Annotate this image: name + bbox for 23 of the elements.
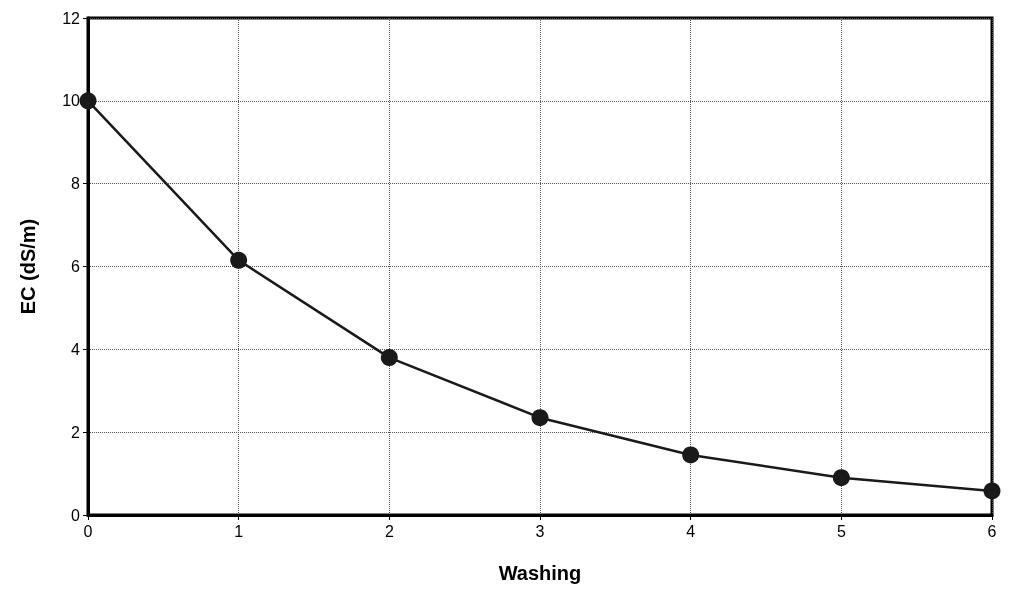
- point: [832, 469, 850, 487]
- x-tick-label: 0: [83, 522, 93, 540]
- x-tick-label: 2: [384, 522, 394, 540]
- x-tick-label: 3: [535, 522, 545, 540]
- y-axis-title: EC (dS/m): [17, 218, 39, 315]
- y-tick-label: 2: [71, 423, 81, 441]
- point: [380, 349, 398, 367]
- x-tick-label: 4: [686, 522, 696, 540]
- y-tick-label: 0: [71, 506, 81, 524]
- y-tick-label: 8: [71, 175, 81, 193]
- x-tick-label: 6: [987, 522, 997, 540]
- y-tick-label: 10: [62, 92, 81, 110]
- x-axis-title: Washing: [498, 562, 582, 584]
- x-tick-label: 1: [234, 522, 244, 540]
- y-tick-label: 6: [71, 258, 81, 275]
- y-tick-label: 12: [62, 9, 81, 27]
- point: [79, 92, 97, 110]
- point: [230, 251, 248, 269]
- point: [682, 446, 700, 464]
- y-tick-label: 4: [71, 340, 81, 358]
- point: [983, 482, 1001, 500]
- x-tick-label: 5: [836, 522, 846, 540]
- point: [531, 409, 549, 427]
